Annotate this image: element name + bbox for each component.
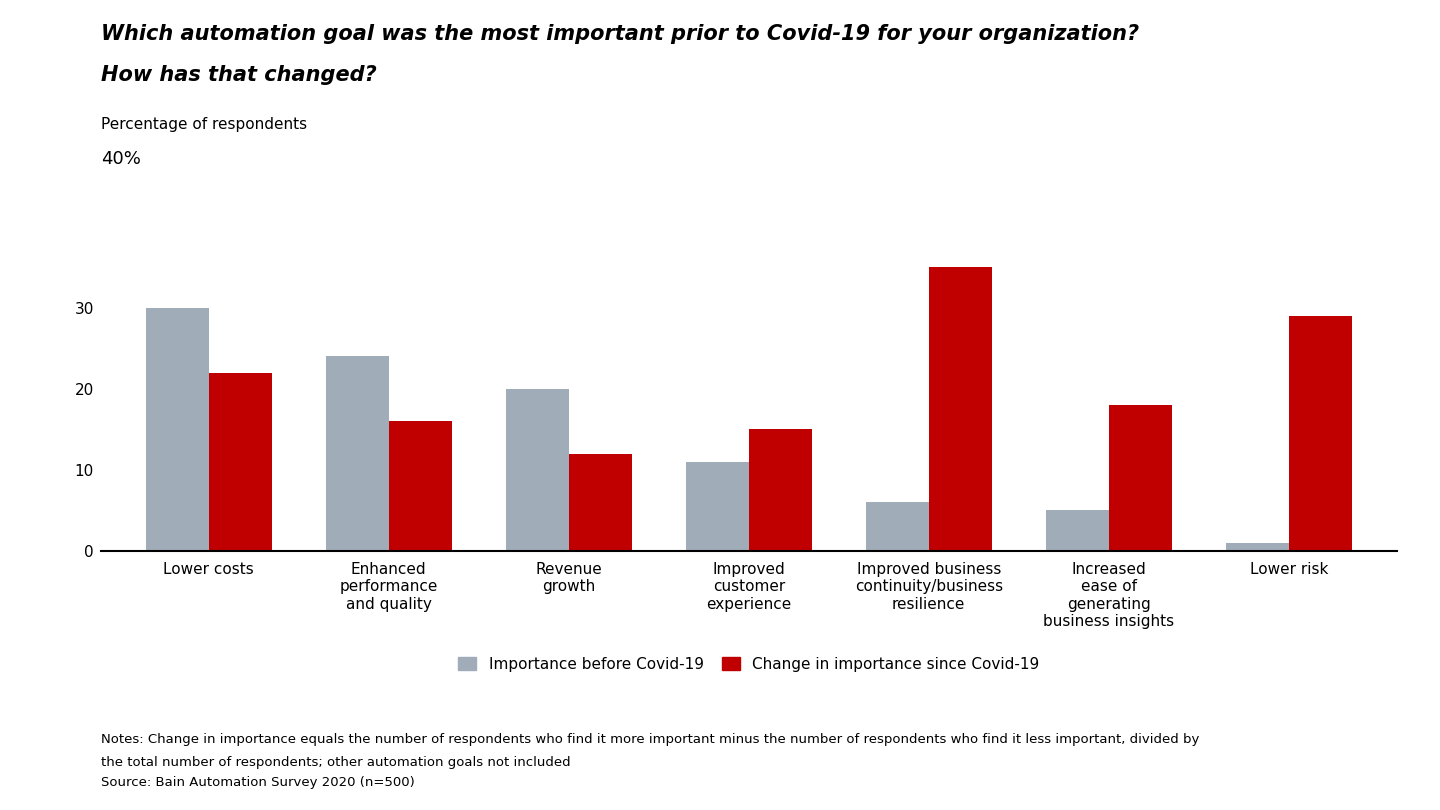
Bar <box>145 308 209 551</box>
Bar <box>1045 510 1109 551</box>
Bar <box>569 454 632 551</box>
Text: the total number of respondents; other automation goals not included: the total number of respondents; other a… <box>101 756 570 769</box>
Bar <box>209 373 272 551</box>
Bar <box>865 502 929 551</box>
Text: Percentage of respondents: Percentage of respondents <box>101 117 307 133</box>
Bar <box>325 356 389 551</box>
Text: 40%: 40% <box>101 150 141 168</box>
Text: Which automation goal was the most important prior to Covid-19 for your organiza: Which automation goal was the most impor… <box>101 24 1139 45</box>
Bar <box>389 421 452 551</box>
Text: Source: Bain Automation Survey 2020 (n=500): Source: Bain Automation Survey 2020 (n=5… <box>101 776 415 789</box>
Bar <box>505 389 569 551</box>
Bar <box>929 267 992 551</box>
Bar <box>1225 543 1289 551</box>
Text: Notes: Change in importance equals the number of respondents who find it more im: Notes: Change in importance equals the n… <box>101 733 1200 746</box>
Bar <box>1109 405 1172 551</box>
Legend: Importance before Covid-19, Change in importance since Covid-19: Importance before Covid-19, Change in im… <box>451 649 1047 680</box>
Bar <box>1289 316 1352 551</box>
Text: How has that changed?: How has that changed? <box>101 65 376 85</box>
Bar <box>685 462 749 551</box>
Bar <box>749 429 812 551</box>
